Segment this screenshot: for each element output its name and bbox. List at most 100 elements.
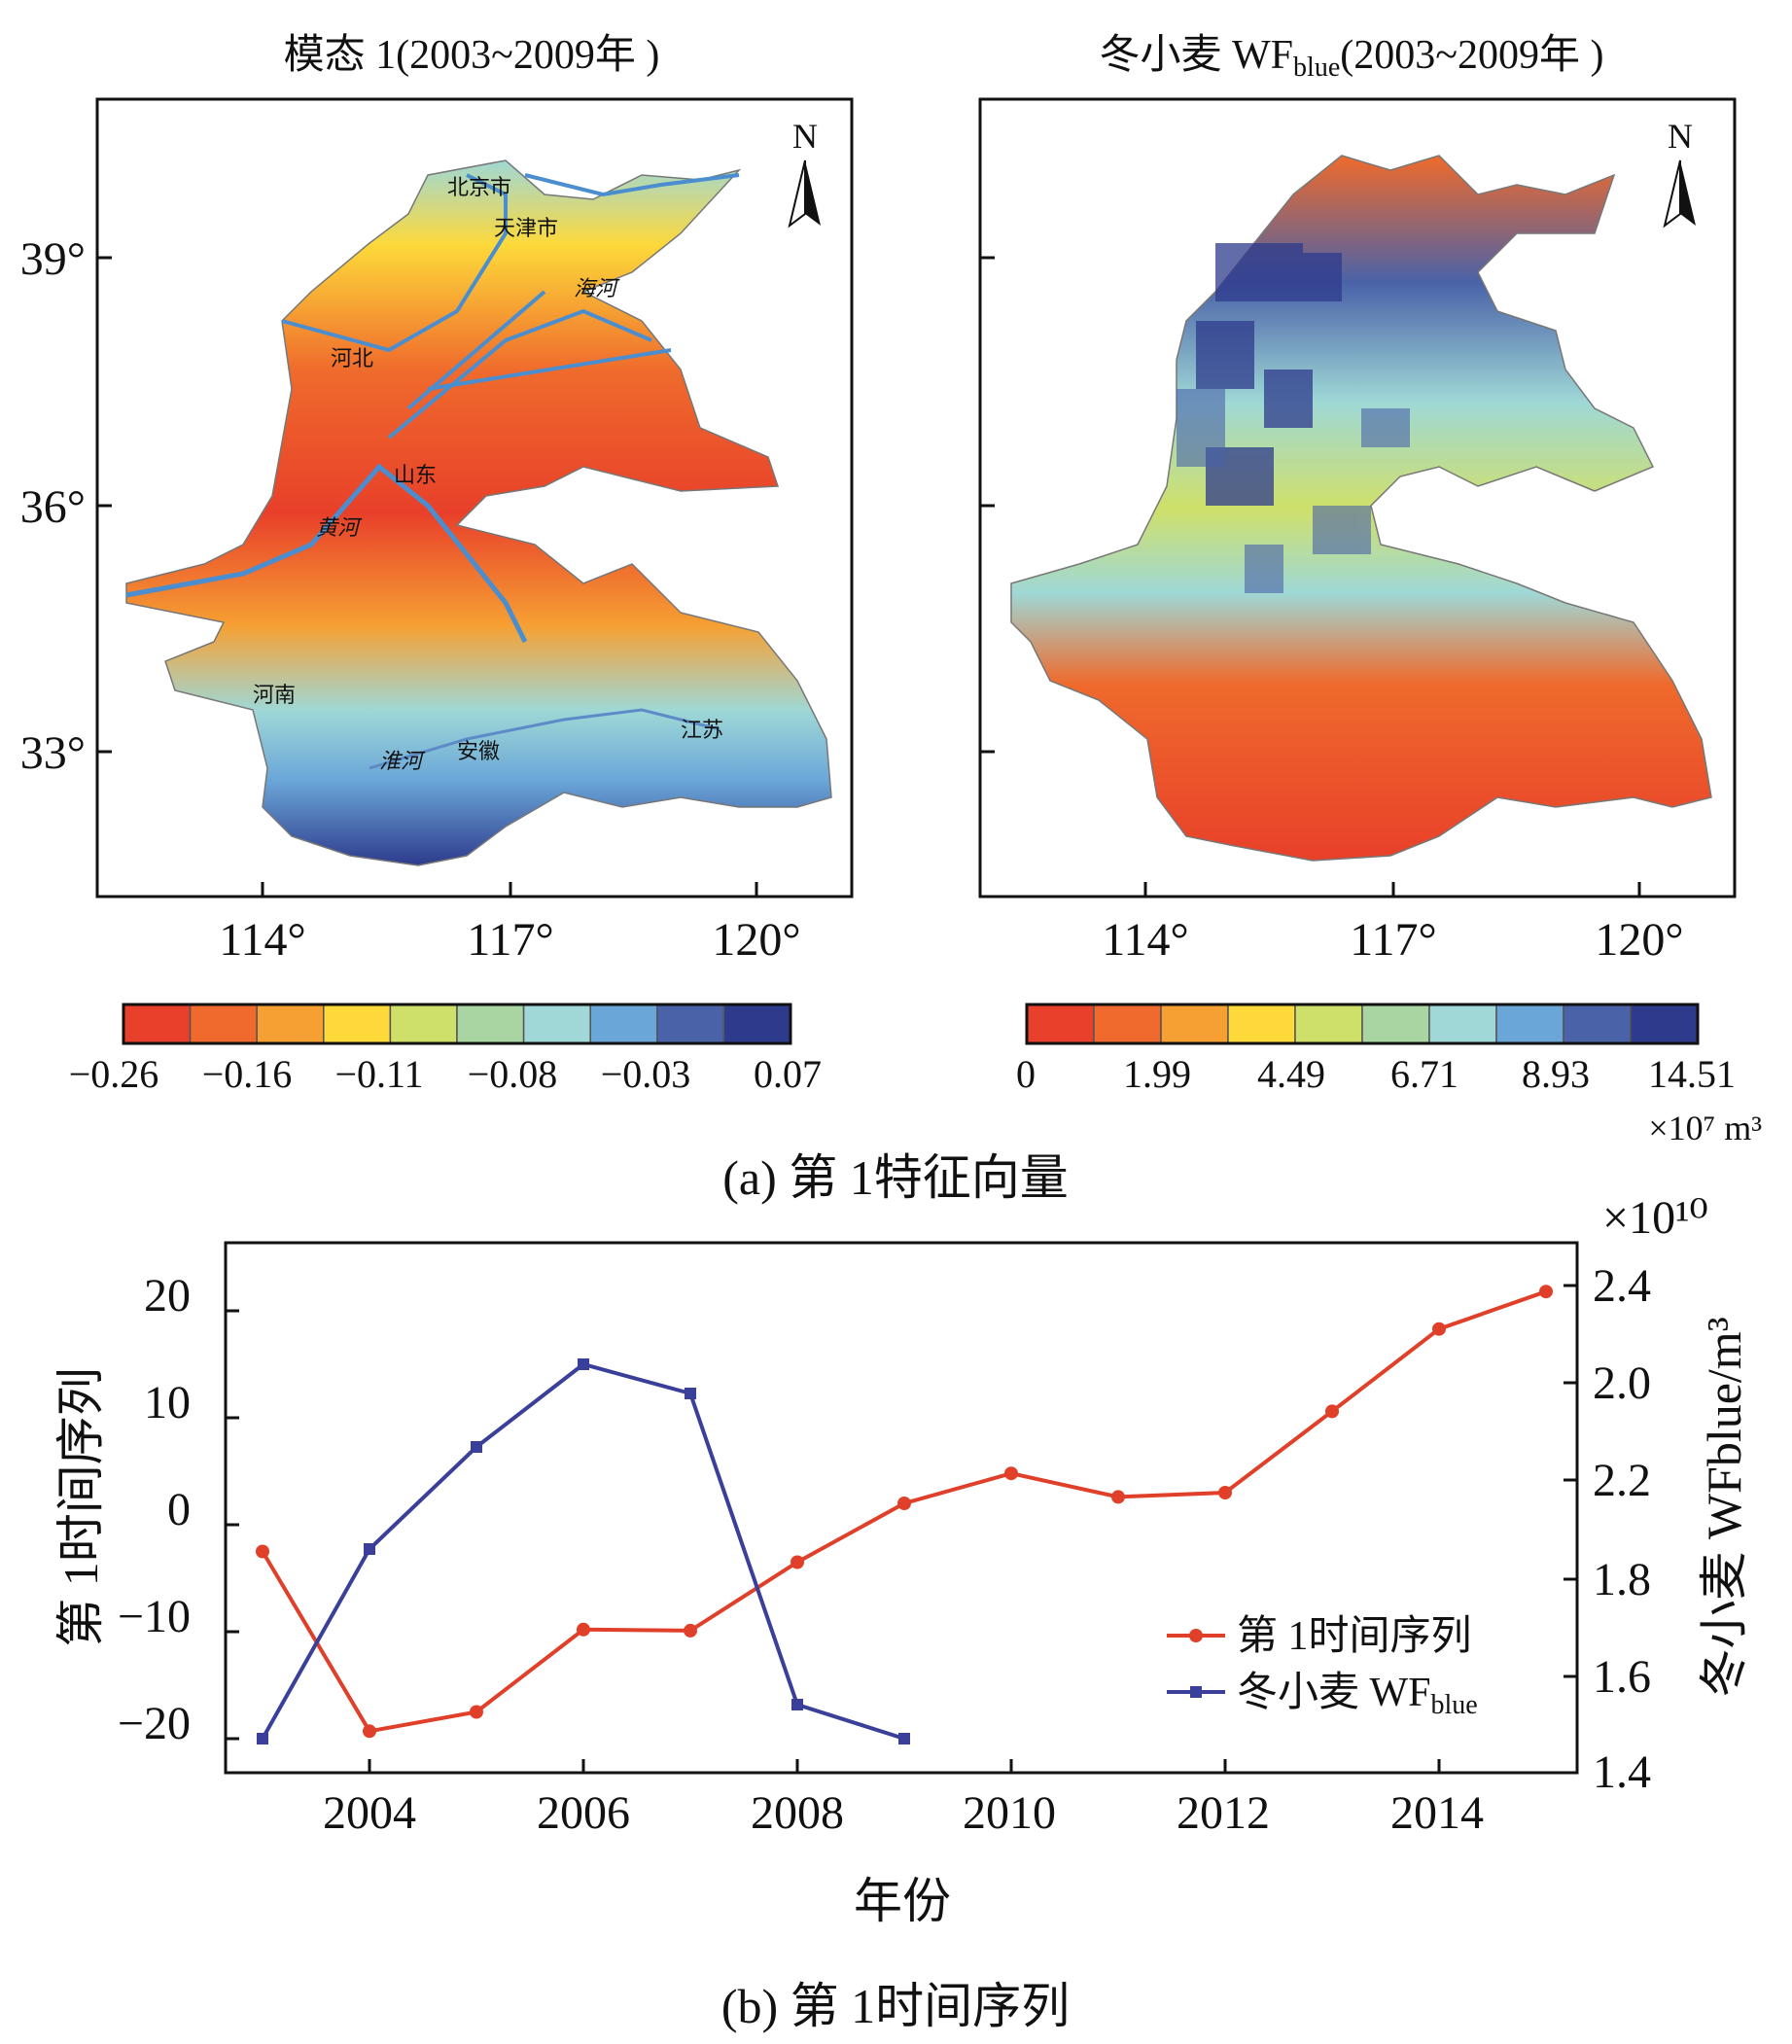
data-point-2 bbox=[685, 1388, 696, 1399]
x-tick-label: 2008 bbox=[751, 1787, 844, 1839]
data-point-1 bbox=[1325, 1404, 1339, 1419]
right-tick-label: 1.6 bbox=[1593, 1651, 1651, 1703]
right-axis-multiplier: ×10¹⁰ bbox=[1602, 1192, 1708, 1244]
data-point-2 bbox=[791, 1699, 803, 1710]
map1-legend: −0.26 −0.16 −0.11 −0.08 −0.03 0.07 bbox=[69, 1003, 822, 1096]
data-point-1 bbox=[1111, 1490, 1125, 1504]
left-axis: 20 10 0 −10 −20 bbox=[118, 1270, 191, 1749]
legend-swatch bbox=[1428, 1004, 1497, 1044]
right-tick-label: 1.4 bbox=[1593, 1746, 1651, 1798]
x-tick-label: 2006 bbox=[537, 1787, 630, 1839]
map1-hai-river bbox=[281, 173, 672, 440]
data-point-1 bbox=[1539, 1285, 1553, 1299]
legend-swatch bbox=[1361, 1004, 1430, 1044]
north-arrow-icon bbox=[1663, 159, 1681, 229]
legend-swatch bbox=[1227, 1004, 1296, 1044]
legend-unit: ×10⁷ m³ bbox=[1648, 1109, 1762, 1147]
legend-swatch bbox=[656, 1004, 725, 1044]
data-point-2 bbox=[578, 1358, 589, 1370]
data-point-1 bbox=[577, 1622, 590, 1637]
x-tick-label: 2012 bbox=[1177, 1787, 1270, 1839]
data-point-2 bbox=[364, 1543, 375, 1555]
series-line-1 bbox=[261, 1289, 1547, 1734]
legend-swatch bbox=[1495, 1004, 1564, 1044]
legend-swatch bbox=[1093, 1004, 1162, 1044]
place-label: 黄河 bbox=[316, 515, 363, 540]
legend-swatches bbox=[122, 1003, 792, 1045]
data-point-2 bbox=[257, 1733, 268, 1744]
lon-tick-label: 117° bbox=[467, 914, 553, 966]
legend-swatch bbox=[323, 1004, 392, 1044]
lat-tick-label: 33° bbox=[20, 727, 86, 779]
right-tick-label: 2.4 bbox=[1593, 1260, 1651, 1312]
north-arrow-icon bbox=[788, 159, 806, 229]
right-axis: 2.4 2.0 2.2 1.8 1.6 1.4 bbox=[1593, 1260, 1651, 1798]
left-axis-label: 第 1时间序列 bbox=[53, 1367, 108, 1647]
legend-swatch bbox=[1160, 1004, 1229, 1044]
legend-swatch bbox=[123, 1004, 192, 1044]
right-tick-label: 2.0 bbox=[1593, 1357, 1651, 1409]
map1-title: 模态 1(2003~2009年 ) bbox=[284, 32, 660, 78]
right-axis-label: 冬小麦 WFblue/m³ bbox=[1697, 1317, 1751, 1697]
lon-tick-label: 114° bbox=[219, 914, 305, 966]
legend-swatches bbox=[1025, 1003, 1700, 1045]
series-line-2 bbox=[261, 1361, 905, 1741]
place-label: 淮河 bbox=[379, 749, 426, 773]
legend-swatch bbox=[589, 1004, 658, 1044]
panel-a-caption: (a) 第 1特征向量 bbox=[722, 1150, 1069, 1205]
legend-label: −0.16 bbox=[202, 1052, 293, 1096]
left-tick-label: 0 bbox=[167, 1484, 191, 1535]
data-point-1 bbox=[791, 1555, 804, 1569]
north-arrow-icon bbox=[805, 160, 821, 226]
legend-swatch bbox=[1563, 1004, 1632, 1044]
data-point-1 bbox=[256, 1544, 269, 1559]
lat-tick-label: 36° bbox=[20, 481, 86, 533]
x-tick-label: 2014 bbox=[1390, 1787, 1484, 1839]
legend-swatch bbox=[456, 1004, 525, 1044]
lon-tick-label: 120° bbox=[712, 914, 800, 966]
map2-north-label: N bbox=[1668, 117, 1693, 156]
data-point-1 bbox=[1432, 1322, 1446, 1336]
lon-tick-label: 120° bbox=[1595, 914, 1683, 966]
legend-swatch bbox=[1630, 1004, 1699, 1044]
map1-place-labels: 北京市 天津市 海河 河北 山东 黄河 河南 淮河 安徽 江苏 bbox=[253, 175, 723, 773]
map1-coast bbox=[524, 173, 740, 197]
map1-frame bbox=[95, 97, 854, 899]
legend-swatch bbox=[1026, 1004, 1095, 1044]
data-point-1 bbox=[470, 1705, 483, 1719]
data-point-1 bbox=[1218, 1486, 1232, 1499]
legend-swatch bbox=[1294, 1004, 1363, 1044]
place-label: 河南 bbox=[253, 683, 296, 707]
legend-label: 8.93 bbox=[1522, 1052, 1590, 1096]
place-label: 安徽 bbox=[457, 739, 500, 763]
data-point-1 bbox=[1004, 1466, 1018, 1481]
map1-huai-river bbox=[369, 708, 720, 770]
data-point-1 bbox=[897, 1497, 911, 1510]
x-tick-label: 2010 bbox=[963, 1787, 1056, 1839]
lon-tick-label: 114° bbox=[1102, 914, 1188, 966]
right-tick-label: 1.8 bbox=[1593, 1554, 1651, 1605]
right-tick-label: 2.2 bbox=[1593, 1455, 1651, 1506]
left-tick-label: −20 bbox=[118, 1698, 191, 1749]
legend-swatch bbox=[522, 1004, 591, 1044]
data-point-2 bbox=[471, 1441, 482, 1453]
left-tick-label: 10 bbox=[144, 1377, 191, 1428]
place-label: 河北 bbox=[331, 346, 373, 370]
panel-b-caption: (b) 第 1时间序列 bbox=[721, 1979, 1070, 2033]
north-arrow-icon bbox=[1680, 160, 1696, 226]
data-point-1 bbox=[363, 1724, 376, 1739]
place-label: 海河 bbox=[574, 276, 620, 300]
x-tick-label: 2004 bbox=[323, 1787, 416, 1839]
map1-north-label: N bbox=[792, 117, 818, 156]
legend-swatch bbox=[256, 1004, 325, 1044]
legend-marker-series1 bbox=[1189, 1629, 1203, 1642]
legend-entry-series2: 冬小麦 WFblue bbox=[1237, 1671, 1478, 1720]
map1-region bbox=[125, 159, 832, 866]
left-tick-label: 20 bbox=[144, 1270, 191, 1322]
legend-swatch bbox=[389, 1004, 458, 1044]
legend-label: 0.07 bbox=[754, 1052, 822, 1096]
data-point-1 bbox=[684, 1623, 697, 1638]
map2-legend: 0 1.99 4.49 6.71 8.93 14.51 ×10⁷ m³ bbox=[1016, 1003, 1762, 1147]
data-point-2 bbox=[898, 1733, 910, 1744]
